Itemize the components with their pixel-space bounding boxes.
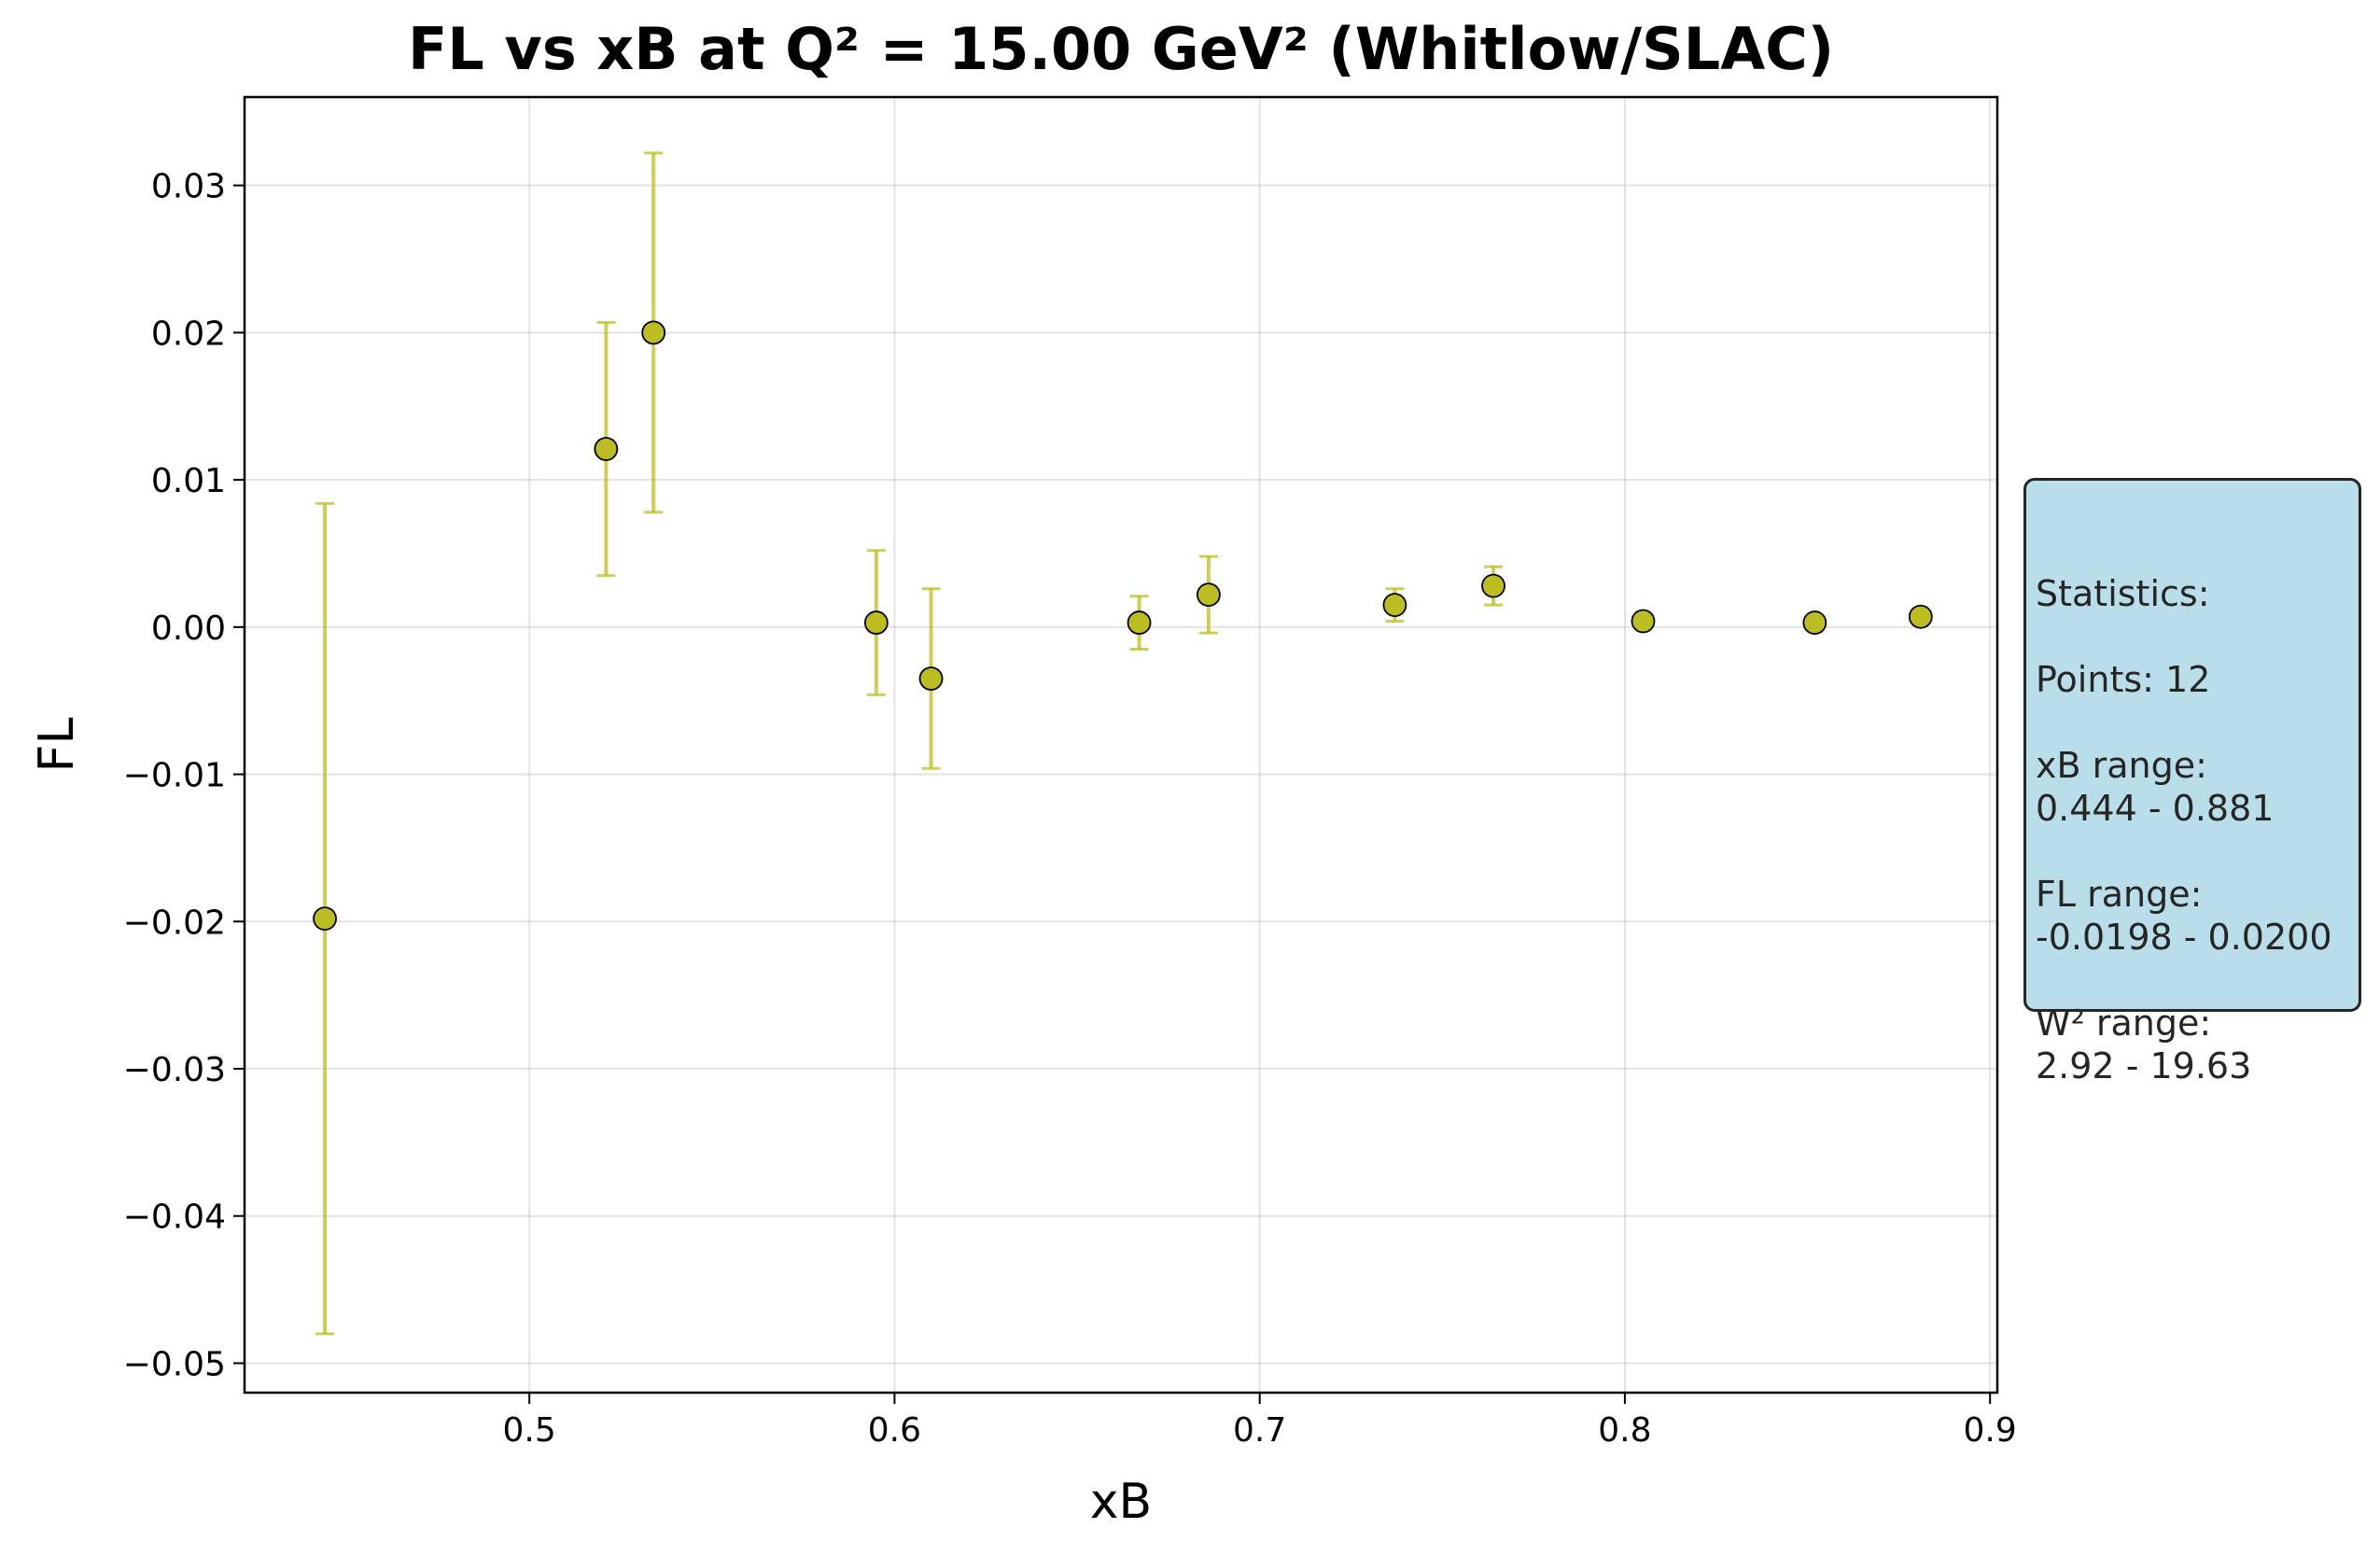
data-point: [1908, 604, 1933, 629]
data-point: [641, 320, 666, 345]
y-tick-label: −0.03: [123, 1051, 226, 1089]
statistics-text: Statistics: Points: 12 xB range: 0.444 -…: [2036, 573, 2332, 1086]
data-point: [313, 906, 337, 932]
data-point: [918, 666, 944, 691]
x-tick-label: 0.8: [1598, 1411, 1651, 1450]
y-axis: 0.03 0.02 0.01 0.00 −0.01 −0.02 −0.03 −0.04 −0.0…: [123, 168, 245, 1383]
data-point: [1382, 593, 1407, 618]
y-tick-label: −0.05: [123, 1345, 226, 1383]
chart-title: FL vs xB at Q² = 15.00 GeV² (Whitlow/SLA…: [408, 15, 1834, 83]
x-tick-label: 0.6: [868, 1411, 921, 1450]
x-tick-label: 0.5: [503, 1411, 556, 1450]
y-tick-label: 0.03: [151, 168, 226, 206]
x-tick-label: 0.7: [1233, 1411, 1286, 1450]
statistics-box: Statistics: Points: 12 xB range: 0.444 -…: [2023, 478, 2361, 1086]
data-point: [1631, 609, 1656, 634]
x-axis-label: xB: [1090, 1474, 1152, 1530]
y-tick-label: 0.01: [151, 462, 226, 500]
data-point: [1802, 610, 1827, 635]
data-point: [594, 437, 619, 461]
y-tick-label: −0.04: [123, 1199, 226, 1237]
x-axis: 0.5 0.6 0.7 0.8 0.9: [503, 1393, 2017, 1450]
data-point: [863, 610, 889, 635]
data-point: [1197, 582, 1221, 608]
y-tick-label: 0.00: [151, 610, 226, 648]
y-tick-label: −0.01: [123, 757, 226, 795]
y-tick-label: 0.02: [151, 315, 226, 353]
x-tick-label: 0.9: [1964, 1411, 2017, 1450]
y-axis-label: FL: [29, 718, 85, 773]
y-tick-label: −0.02: [123, 904, 226, 942]
error-bars: [315, 151, 1930, 1336]
plot-frame: [243, 95, 1999, 1395]
data-points: [313, 320, 1933, 932]
grid-lines: [245, 97, 1997, 1393]
data-point: [1127, 610, 1152, 635]
data-point: [1481, 573, 1505, 598]
